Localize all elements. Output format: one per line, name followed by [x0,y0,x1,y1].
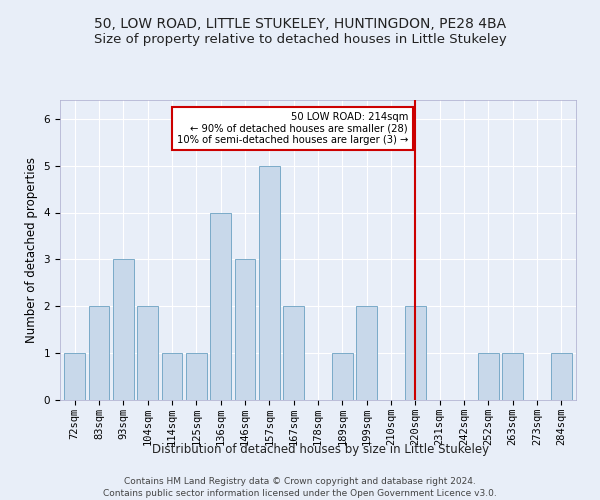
Bar [186,353,206,400]
Bar [235,260,256,400]
Bar [405,306,426,400]
Bar [502,353,523,400]
Text: 50, LOW ROAD, LITTLE STUKELEY, HUNTINGDON, PE28 4BA: 50, LOW ROAD, LITTLE STUKELEY, HUNTINGDO… [94,18,506,32]
Bar [332,353,353,400]
Text: Contains HM Land Registry data © Crown copyright and database right 2024.: Contains HM Land Registry data © Crown c… [124,478,476,486]
Bar [137,306,158,400]
Bar [64,353,85,400]
Bar [356,306,377,400]
Bar [283,306,304,400]
Bar [478,353,499,400]
Bar [259,166,280,400]
Y-axis label: Number of detached properties: Number of detached properties [25,157,38,343]
Bar [210,212,231,400]
Text: 50 LOW ROAD: 214sqm
← 90% of detached houses are smaller (28)
10% of semi-detach: 50 LOW ROAD: 214sqm ← 90% of detached ho… [176,112,408,145]
Bar [551,353,572,400]
Text: Size of property relative to detached houses in Little Stukeley: Size of property relative to detached ho… [94,32,506,46]
Text: Distribution of detached houses by size in Little Stukeley: Distribution of detached houses by size … [152,442,490,456]
Bar [161,353,182,400]
Text: Contains public sector information licensed under the Open Government Licence v3: Contains public sector information licen… [103,489,497,498]
Bar [89,306,109,400]
Bar [113,260,134,400]
